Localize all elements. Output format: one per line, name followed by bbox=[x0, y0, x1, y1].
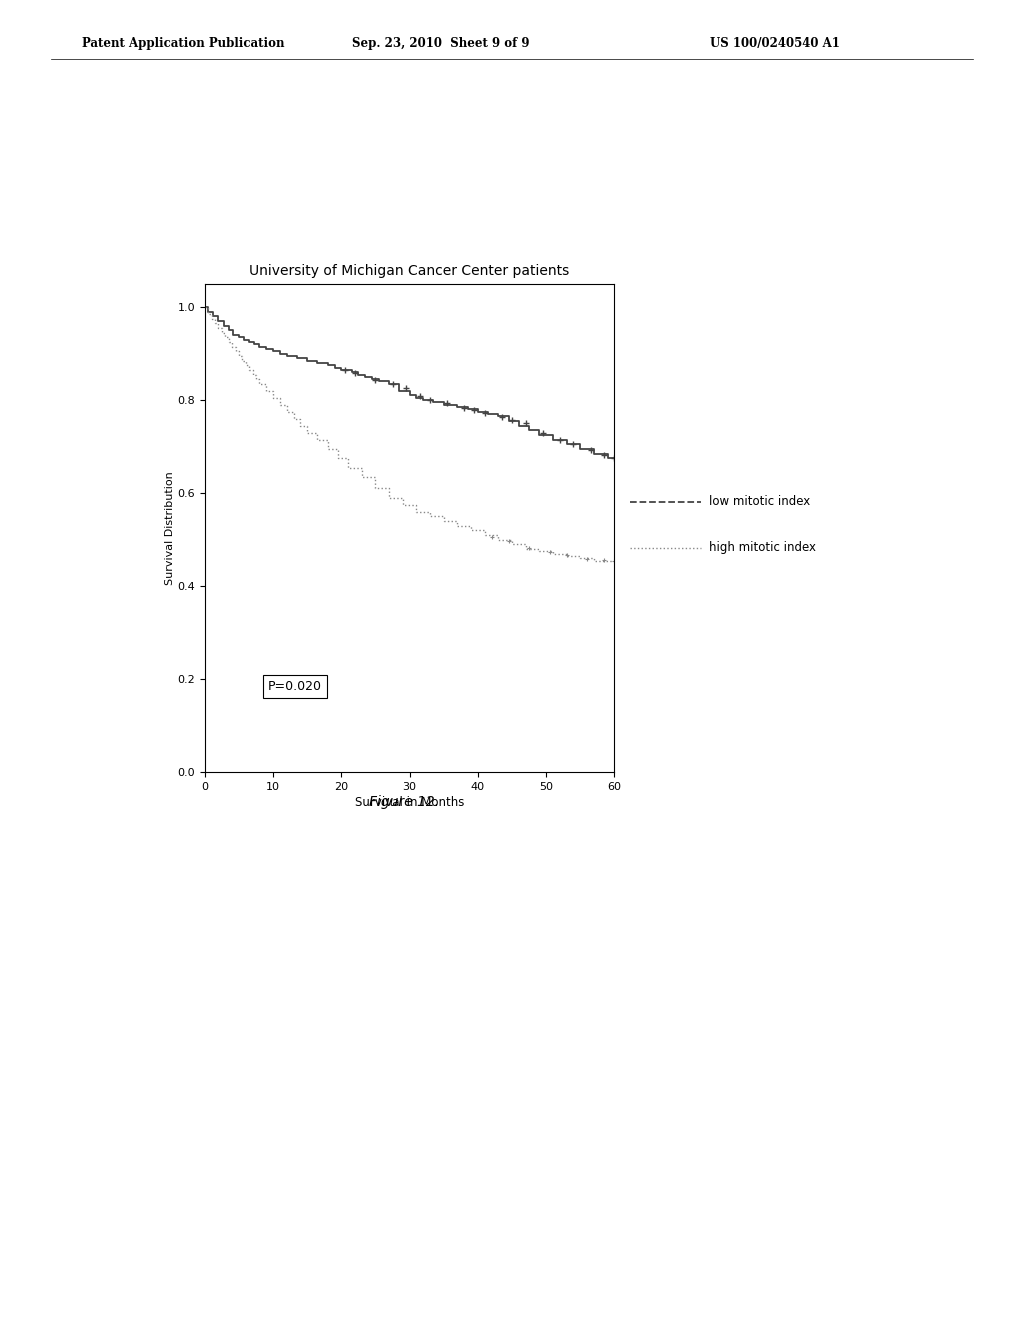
Text: US 100/0240540 A1: US 100/0240540 A1 bbox=[710, 37, 840, 50]
Text: P=0.020: P=0.020 bbox=[268, 680, 322, 693]
Text: high mitotic index: high mitotic index bbox=[709, 541, 815, 554]
Text: low mitotic index: low mitotic index bbox=[709, 495, 810, 508]
Y-axis label: Survival Distribution: Survival Distribution bbox=[165, 471, 174, 585]
Text: Patent Application Publication: Patent Application Publication bbox=[82, 37, 285, 50]
Text: Sep. 23, 2010  Sheet 9 of 9: Sep. 23, 2010 Sheet 9 of 9 bbox=[351, 37, 529, 50]
Text: Figure 12.: Figure 12. bbox=[370, 795, 439, 809]
X-axis label: Survival in Months: Survival in Months bbox=[355, 796, 464, 809]
Title: University of Michigan Cancer Center patients: University of Michigan Cancer Center pat… bbox=[250, 264, 569, 279]
